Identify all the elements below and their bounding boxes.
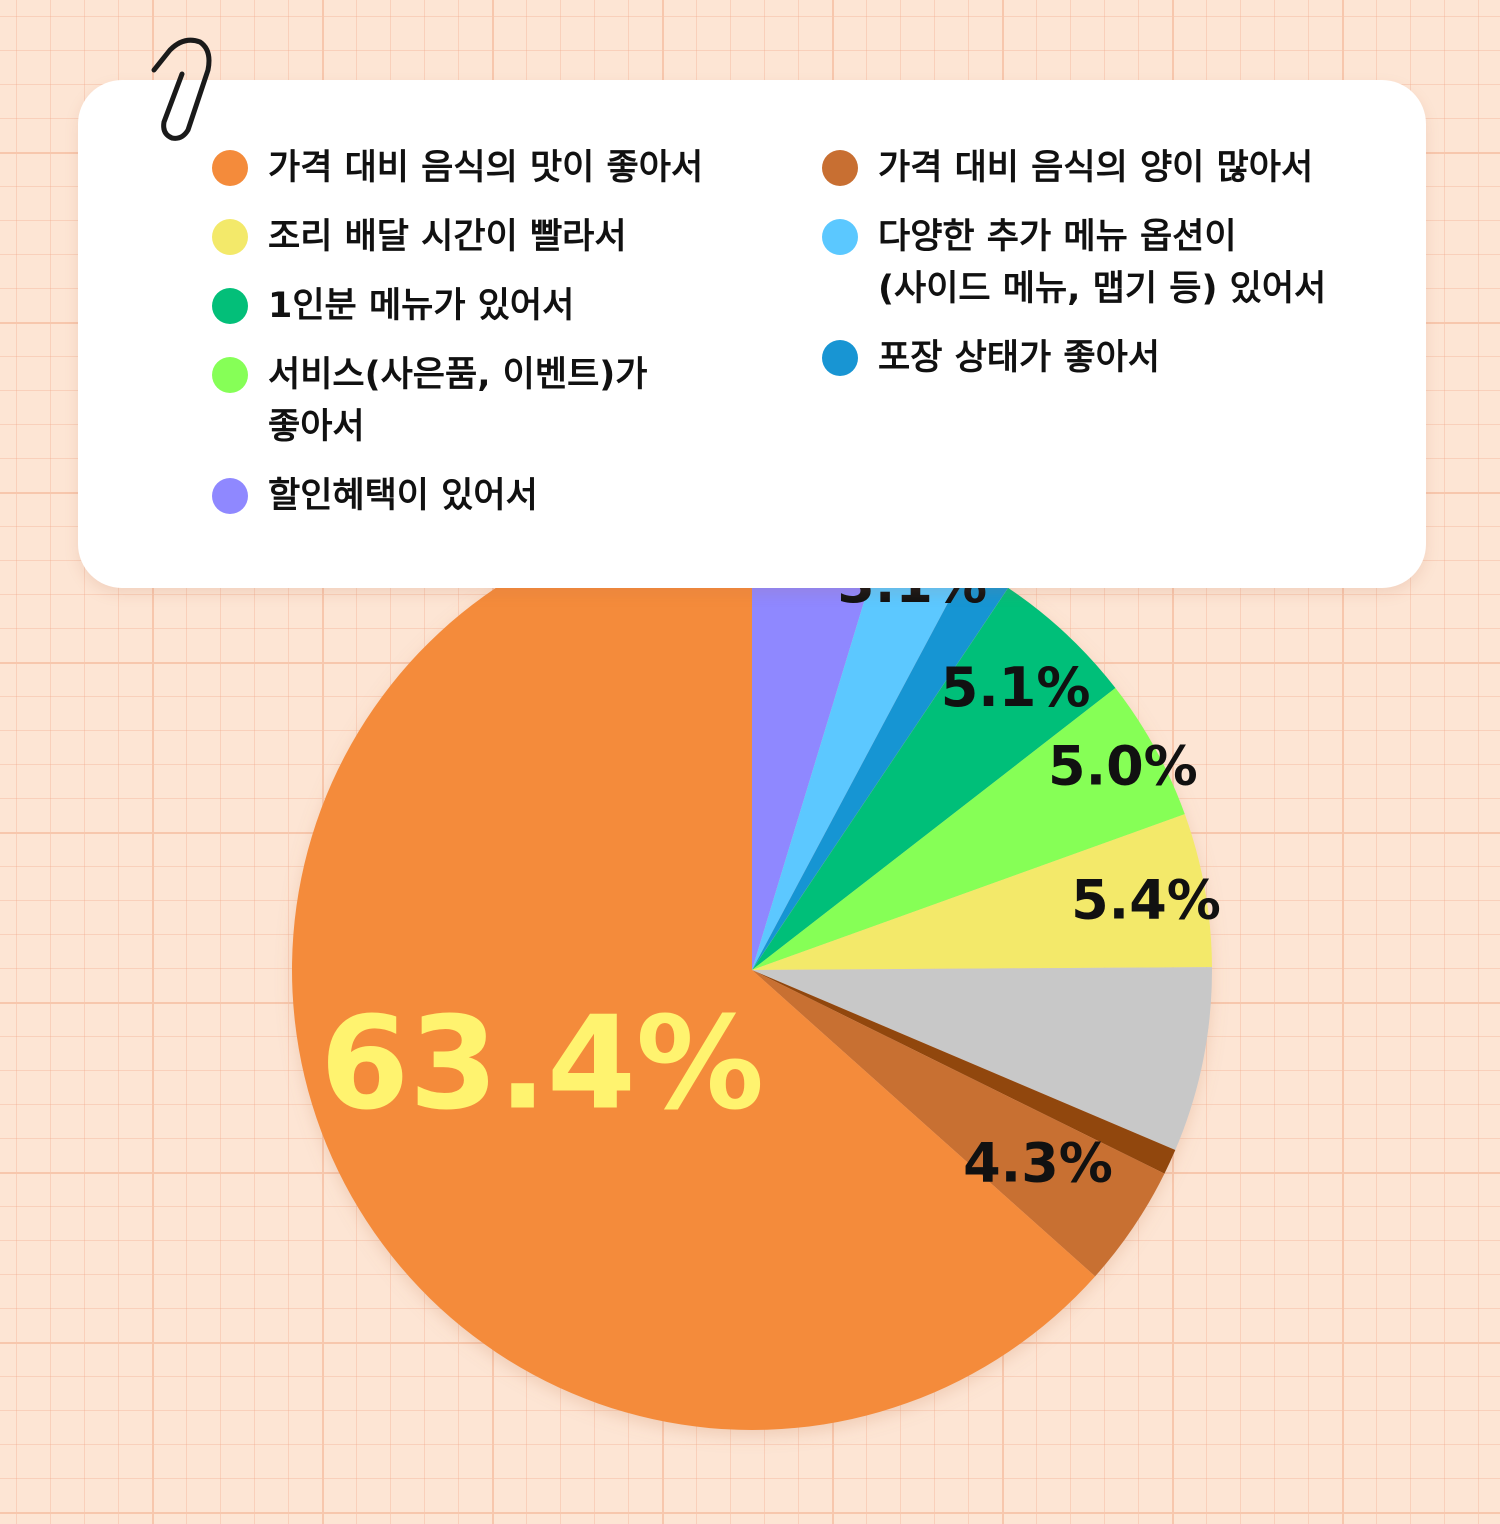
legend-dot xyxy=(212,288,248,324)
legend-item-packaging: 포장 상태가 좋아서 xyxy=(822,332,1326,384)
legend-dot xyxy=(822,219,858,255)
pie-value-label-3: 5.1% xyxy=(941,656,1091,719)
pie-slice-1 xyxy=(752,529,969,970)
pie-value-label-4: 5.0% xyxy=(1048,735,1198,798)
legend-item-single-portion: 1인분 메뉴가 있어서 xyxy=(212,280,703,332)
legend-label: 다양한 추가 메뉴 옵션이 (사이드 메뉴, 맵기 등) 있어서 xyxy=(878,217,1327,309)
paperclip-icon xyxy=(151,37,212,141)
legend-item-service: 서비스(사은품, 이벤트)가 좋아서 xyxy=(212,349,703,453)
legend-item-options: 다양한 추가 메뉴 옵션이 (사이드 메뉴, 맵기 등) 있어서 xyxy=(822,211,1326,315)
pie-slice-2 xyxy=(752,564,1009,970)
legend-label: 조리 배달 시간이 빨라서 xyxy=(268,217,627,257)
pie-value-label-8: 4.3% xyxy=(963,1132,1113,1195)
legend-card: 가격 대비 음식의 맛이 좋아서 조리 배달 시간이 빨라서 1인분 메뉴가 있… xyxy=(78,80,1426,588)
legend-dot xyxy=(212,357,248,393)
pie-value-label-5: 5.4% xyxy=(1071,869,1221,932)
pie-slice-3 xyxy=(752,587,1116,970)
legend-dot xyxy=(822,340,858,376)
pie-slice-4 xyxy=(752,688,1185,970)
legend-label: 할인혜택이 있어서 xyxy=(268,476,538,516)
legend-label: 1인분 메뉴가 있어서 xyxy=(268,286,575,326)
legend-dot xyxy=(212,478,248,514)
legend-right-column: 가격 대비 음식의 양이 많아서 다양한 추가 메뉴 옵션이 (사이드 메뉴, … xyxy=(822,142,1326,401)
legend-item-speed: 조리 배달 시간이 빨라서 xyxy=(212,211,703,263)
pie-slice-9 xyxy=(292,509,1096,1430)
legend-item-taste: 가격 대비 음식의 맛이 좋아서 xyxy=(212,142,703,194)
legend-dot xyxy=(822,150,858,186)
pie-slice-5 xyxy=(752,814,1212,970)
legend-item-quantity: 가격 대비 음식의 양이 많아서 xyxy=(822,142,1326,194)
legend-item-discount: 할인혜택이 있어서 xyxy=(212,470,703,522)
legend-label: 가격 대비 음식의 양이 많아서 xyxy=(878,148,1314,188)
legend-dot xyxy=(212,219,248,255)
legend-dot xyxy=(212,150,248,186)
legend-left-column: 가격 대비 음식의 맛이 좋아서 조리 배달 시간이 빨라서 1인분 메뉴가 있… xyxy=(212,142,703,539)
pie-slice-0 xyxy=(752,510,886,970)
pie-slice-7 xyxy=(752,970,1176,1174)
legend-label: 가격 대비 음식의 맛이 좋아서 xyxy=(268,148,704,188)
pie-slice-6 xyxy=(752,967,1212,1151)
pie-value-label-9: 63.4% xyxy=(320,990,764,1139)
legend-label: 포장 상태가 좋아서 xyxy=(878,338,1160,378)
pie-slice-8 xyxy=(752,970,1165,1277)
legend-label: 서비스(사은품, 이벤트)가 좋아서 xyxy=(268,355,648,447)
